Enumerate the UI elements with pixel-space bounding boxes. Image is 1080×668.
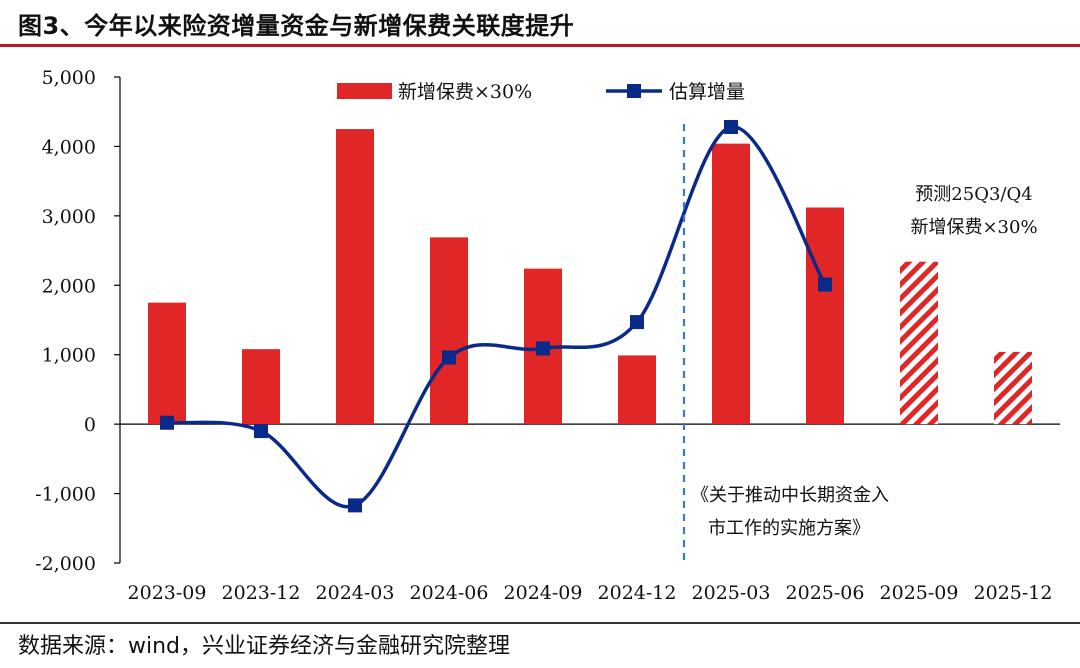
line-marker [254, 424, 268, 439]
legend-swatch-marker [627, 84, 641, 98]
y-tick-label: 0 [84, 414, 96, 436]
title-rule [0, 44, 1080, 47]
source-note: 数据来源：wind，兴业证券经济与金融研究院整理 [18, 634, 511, 659]
bar [430, 237, 468, 425]
page-title: 图3、今年以来险资增量资金与新增保费关联度提升 [18, 12, 575, 40]
y-tick-label: 4,000 [42, 136, 96, 158]
y-tick-label: 1,000 [42, 345, 96, 367]
line-marker [442, 350, 456, 365]
bar [618, 355, 656, 425]
y-tick-label: -1,000 [35, 484, 96, 506]
chart: -2,000 -1,000 0 1,000 2,000 3,000 4,000 5,000 20… [35, 67, 1060, 604]
bar [148, 302, 186, 425]
line-marker [536, 341, 550, 356]
bar [994, 351, 1032, 425]
legend-label-bar: 新增保费×30% [398, 81, 532, 103]
legend-label-line: 估算增量 [669, 81, 745, 103]
x-tick-label: 2024-09 [504, 582, 583, 604]
forecast-label: 预测25Q3/Q4 [915, 184, 1032, 205]
forecast-label: 新增保费×30% [910, 217, 1037, 238]
line-marker [818, 277, 832, 292]
x-tick-label: 2024-03 [316, 582, 395, 604]
line-marker [160, 415, 174, 430]
title-bar: 图3、今年以来险资增量资金与新增保费关联度提升 [0, 0, 1080, 44]
x-tick-label: 2024-12 [598, 582, 677, 604]
legend-swatch-bar [337, 83, 392, 99]
line-marker [348, 498, 362, 513]
x-tick-label: 2025-09 [880, 582, 959, 604]
bar [336, 129, 374, 425]
x-tick-label: 2025-06 [786, 582, 865, 604]
line-series [160, 119, 832, 513]
x-tick-label: 2023-09 [128, 582, 207, 604]
x-tick-label: 2023-12 [222, 582, 301, 604]
x-tick-label: 2025-12 [974, 582, 1053, 604]
bar [242, 349, 280, 425]
legend: 新增保费×30% 估算增量 [337, 81, 745, 103]
source-rule [0, 622, 1080, 624]
y-tick-label: 5,000 [42, 67, 96, 89]
bar [806, 207, 844, 425]
policy-label: 市工作的实施方案》 [708, 518, 870, 539]
policy-label: 《关于推动中长期资金入 [691, 485, 889, 506]
x-tick-label: 2024-06 [410, 582, 489, 604]
bar [900, 261, 938, 425]
bar [712, 143, 750, 425]
line-marker [630, 315, 644, 330]
y-tick-label: 2,000 [42, 275, 96, 297]
axes: -2,000 -1,000 0 1,000 2,000 3,000 4,000 5,000 20… [35, 67, 1060, 604]
bars [148, 129, 1032, 425]
y-tick-label: -2,000 [35, 553, 96, 575]
line-marker [724, 119, 738, 134]
x-tick-label: 2025-03 [692, 582, 771, 604]
y-tick-label: 3,000 [42, 206, 96, 228]
